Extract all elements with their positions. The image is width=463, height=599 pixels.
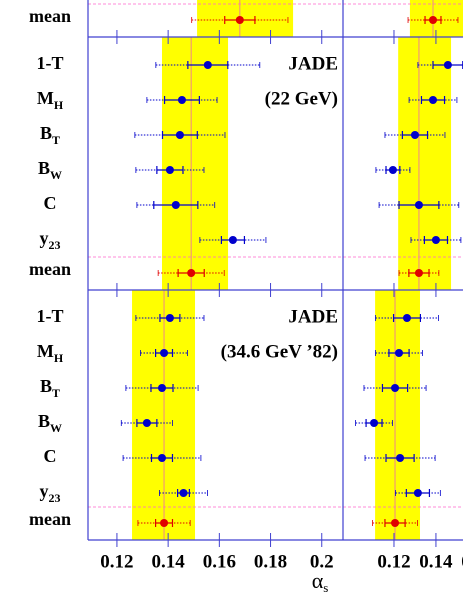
x-tick-label: 0.2 <box>310 551 334 572</box>
annotation: JADE <box>288 53 338 74</box>
row-label-main: y <box>40 228 49 248</box>
row-label-main: C <box>44 193 57 213</box>
row-label: C <box>44 446 57 466</box>
point <box>228 236 237 244</box>
point <box>171 201 180 209</box>
point <box>142 419 151 427</box>
annotation: (22 GeV) <box>265 88 338 109</box>
row-label-sub: W <box>50 421 62 435</box>
point <box>396 454 405 462</box>
x-tick-label: 0.14 <box>152 551 186 572</box>
point <box>177 96 186 104</box>
point <box>203 61 212 69</box>
point <box>165 314 174 322</box>
point <box>187 269 196 277</box>
point <box>413 489 422 497</box>
mean-band <box>398 37 452 290</box>
x-axis-label: αs <box>312 568 329 595</box>
point <box>388 166 397 174</box>
x-tick-label: 0.16 <box>203 551 236 572</box>
mean-band <box>161 37 229 290</box>
annotation: (34.6 GeV ’82) <box>221 341 338 362</box>
row-label-main: B <box>38 411 50 431</box>
row-label-sub: 23 <box>49 491 61 505</box>
row-label-main: y <box>40 481 49 501</box>
row-label-main: C <box>44 446 57 466</box>
mean-label: mean <box>29 509 71 529</box>
mean-band <box>375 290 420 540</box>
point <box>414 201 423 209</box>
annotation: JADE <box>288 306 338 327</box>
row-label-main: B <box>40 376 52 396</box>
row-label: BT <box>40 123 60 147</box>
point <box>395 349 404 357</box>
point <box>160 349 169 357</box>
row-label-main: M <box>37 88 54 108</box>
point <box>157 384 166 392</box>
x-tick-label: 0.14 <box>419 551 453 572</box>
point <box>402 314 411 322</box>
row-label: y23 <box>40 228 61 252</box>
x-axis-label-sub: s <box>323 580 328 595</box>
point <box>165 166 174 174</box>
row-label-sub: H <box>54 351 64 365</box>
row-label: 1-T <box>37 306 64 326</box>
mean-label: mean <box>29 259 71 279</box>
row-label: BT <box>40 376 60 400</box>
row-label: C <box>44 193 57 213</box>
point <box>235 16 244 24</box>
point <box>157 454 166 462</box>
point <box>391 519 400 527</box>
point <box>414 269 423 277</box>
x-tick-label: 0.18 <box>254 551 287 572</box>
row-label-main: 1-T <box>37 53 64 73</box>
row-label: MH <box>37 88 64 112</box>
x-tick-label: 0.16 <box>461 551 463 572</box>
row-label: BW <box>38 158 62 182</box>
row-label: MH <box>37 341 64 365</box>
x-tick-label: 0.12 <box>377 551 410 572</box>
row-label-main: M <box>37 341 54 361</box>
point <box>429 96 437 104</box>
row-label-sub: T <box>52 386 60 400</box>
x-axis-label-main: α <box>312 568 324 593</box>
row-label-sub: H <box>54 98 64 112</box>
point <box>431 236 440 244</box>
row-label: y23 <box>40 481 61 505</box>
point <box>429 16 437 24</box>
x-tick-label: 0.12 <box>100 551 133 572</box>
point <box>175 131 184 139</box>
row-label: 1-T <box>37 53 64 73</box>
row-label-main: B <box>38 158 50 178</box>
mean-band <box>132 290 196 540</box>
row-label-sub: T <box>52 133 60 147</box>
row-label-main: 1-T <box>37 306 64 326</box>
point <box>391 384 400 392</box>
row-label: BW <box>38 411 62 435</box>
row-label-sub: W <box>50 168 62 182</box>
point <box>160 519 169 527</box>
point <box>370 419 379 427</box>
point <box>179 489 188 497</box>
row-label-sub: 23 <box>49 238 61 252</box>
point <box>410 131 419 139</box>
mean-band <box>197 0 294 37</box>
point <box>443 61 452 69</box>
mean-label: mean <box>29 6 71 26</box>
row-label-main: B <box>40 123 52 143</box>
